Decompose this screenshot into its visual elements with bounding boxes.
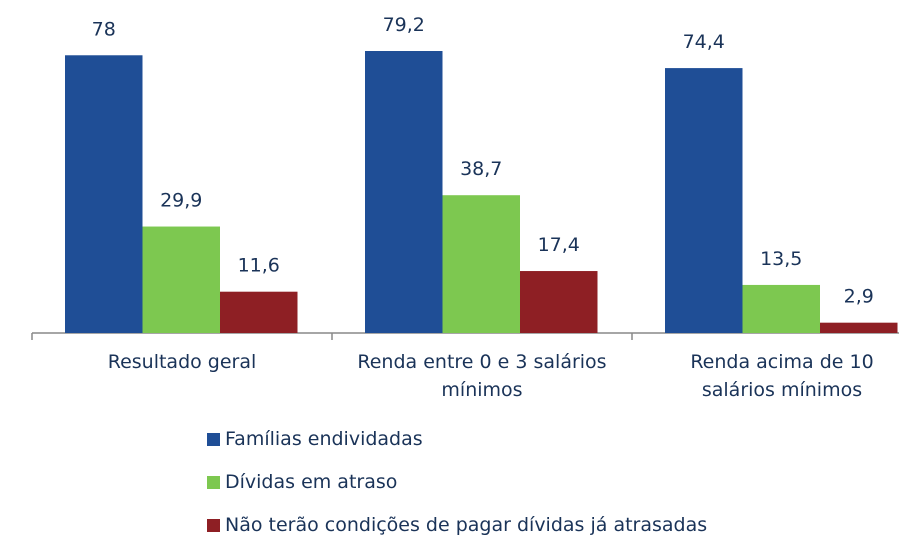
legend-label: Não terão condições de pagar dívidas já … xyxy=(225,514,708,536)
value-label: 17,4 xyxy=(538,234,580,256)
legend-item: Dívidas em atraso xyxy=(207,471,397,493)
bar xyxy=(665,68,743,333)
x-tick-label: Renda acima de 10 salários mínimos xyxy=(690,351,874,401)
value-label: 38,7 xyxy=(460,158,502,180)
bar xyxy=(520,271,598,333)
value-label: 79,2 xyxy=(383,14,425,36)
bar xyxy=(142,226,220,333)
legend-swatch xyxy=(207,518,220,532)
x-tick-label: Resultado geral xyxy=(107,351,257,373)
legend-swatch xyxy=(207,432,220,446)
legend-swatch xyxy=(207,475,220,489)
x-tick-label: Renda entre 0 e 3 salários mínimos xyxy=(357,351,607,401)
legend-item: Famílias endividadas xyxy=(207,428,423,450)
bar xyxy=(742,284,820,333)
legend-label: Famílias endividadas xyxy=(225,428,423,450)
bar xyxy=(365,51,443,333)
value-label: 78 xyxy=(92,18,116,40)
bar xyxy=(220,291,298,333)
legend-label: Dívidas em atraso xyxy=(225,471,398,493)
value-label: 2,9 xyxy=(844,286,874,308)
value-label: 74,4 xyxy=(683,31,725,53)
bar xyxy=(820,322,898,333)
bar xyxy=(65,55,143,333)
value-label: 29,9 xyxy=(160,190,202,212)
value-label: 13,5 xyxy=(760,248,802,270)
bar xyxy=(442,195,520,333)
legend-item: Não terão condições de pagar dívidas já … xyxy=(207,514,707,536)
value-label: 11,6 xyxy=(238,255,280,277)
